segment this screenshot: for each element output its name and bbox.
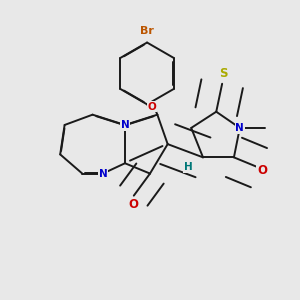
Text: H: H [184, 162, 193, 172]
Text: O: O [129, 198, 139, 211]
Text: O: O [148, 102, 157, 112]
Text: N: N [98, 169, 107, 178]
Text: N: N [121, 120, 129, 130]
Text: S: S [219, 67, 228, 80]
Text: Br: Br [140, 26, 154, 36]
Text: N: N [236, 123, 244, 133]
Text: O: O [257, 164, 267, 177]
